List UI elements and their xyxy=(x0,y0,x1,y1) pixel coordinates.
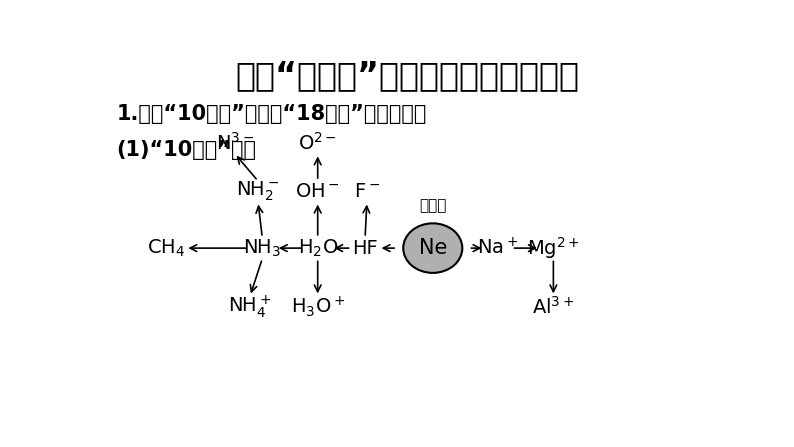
Text: H$_2$O: H$_2$O xyxy=(298,237,338,259)
Text: F$^-$: F$^-$ xyxy=(354,182,380,201)
Text: 1.寻找“10电子”微粒和“18电子”微粒的方法: 1.寻找“10电子”微粒和“18电子”微粒的方法 xyxy=(117,104,427,124)
Text: NH$_2^-$: NH$_2^-$ xyxy=(237,180,279,203)
Text: Mg$^{2+}$: Mg$^{2+}$ xyxy=(527,235,580,261)
Text: H$_3$O$^+$: H$_3$O$^+$ xyxy=(291,294,345,319)
Text: HF: HF xyxy=(353,239,378,257)
Text: O$^{2-}$: O$^{2-}$ xyxy=(299,132,337,154)
Text: NH$_3$: NH$_3$ xyxy=(243,237,281,259)
Text: OH$^-$: OH$^-$ xyxy=(295,182,340,201)
Text: NH$_4^+$: NH$_4^+$ xyxy=(229,293,272,320)
Ellipse shape xyxy=(403,224,462,273)
Text: N$^{3-}$: N$^{3-}$ xyxy=(215,132,254,154)
Text: Ne: Ne xyxy=(418,238,447,258)
Text: (1)“10电子”微粒: (1)“10电子”微粒 xyxy=(117,140,256,160)
Text: Al$^{3+}$: Al$^{3+}$ xyxy=(532,295,575,317)
Text: Na$^+$: Na$^+$ xyxy=(477,237,518,259)
Text: 出发点: 出发点 xyxy=(419,198,446,214)
Text: CH$_4$: CH$_4$ xyxy=(147,237,185,259)
Text: 寻找“等电子”微粒的思维方法及应用: 寻找“等电子”微粒的思维方法及应用 xyxy=(235,59,579,93)
